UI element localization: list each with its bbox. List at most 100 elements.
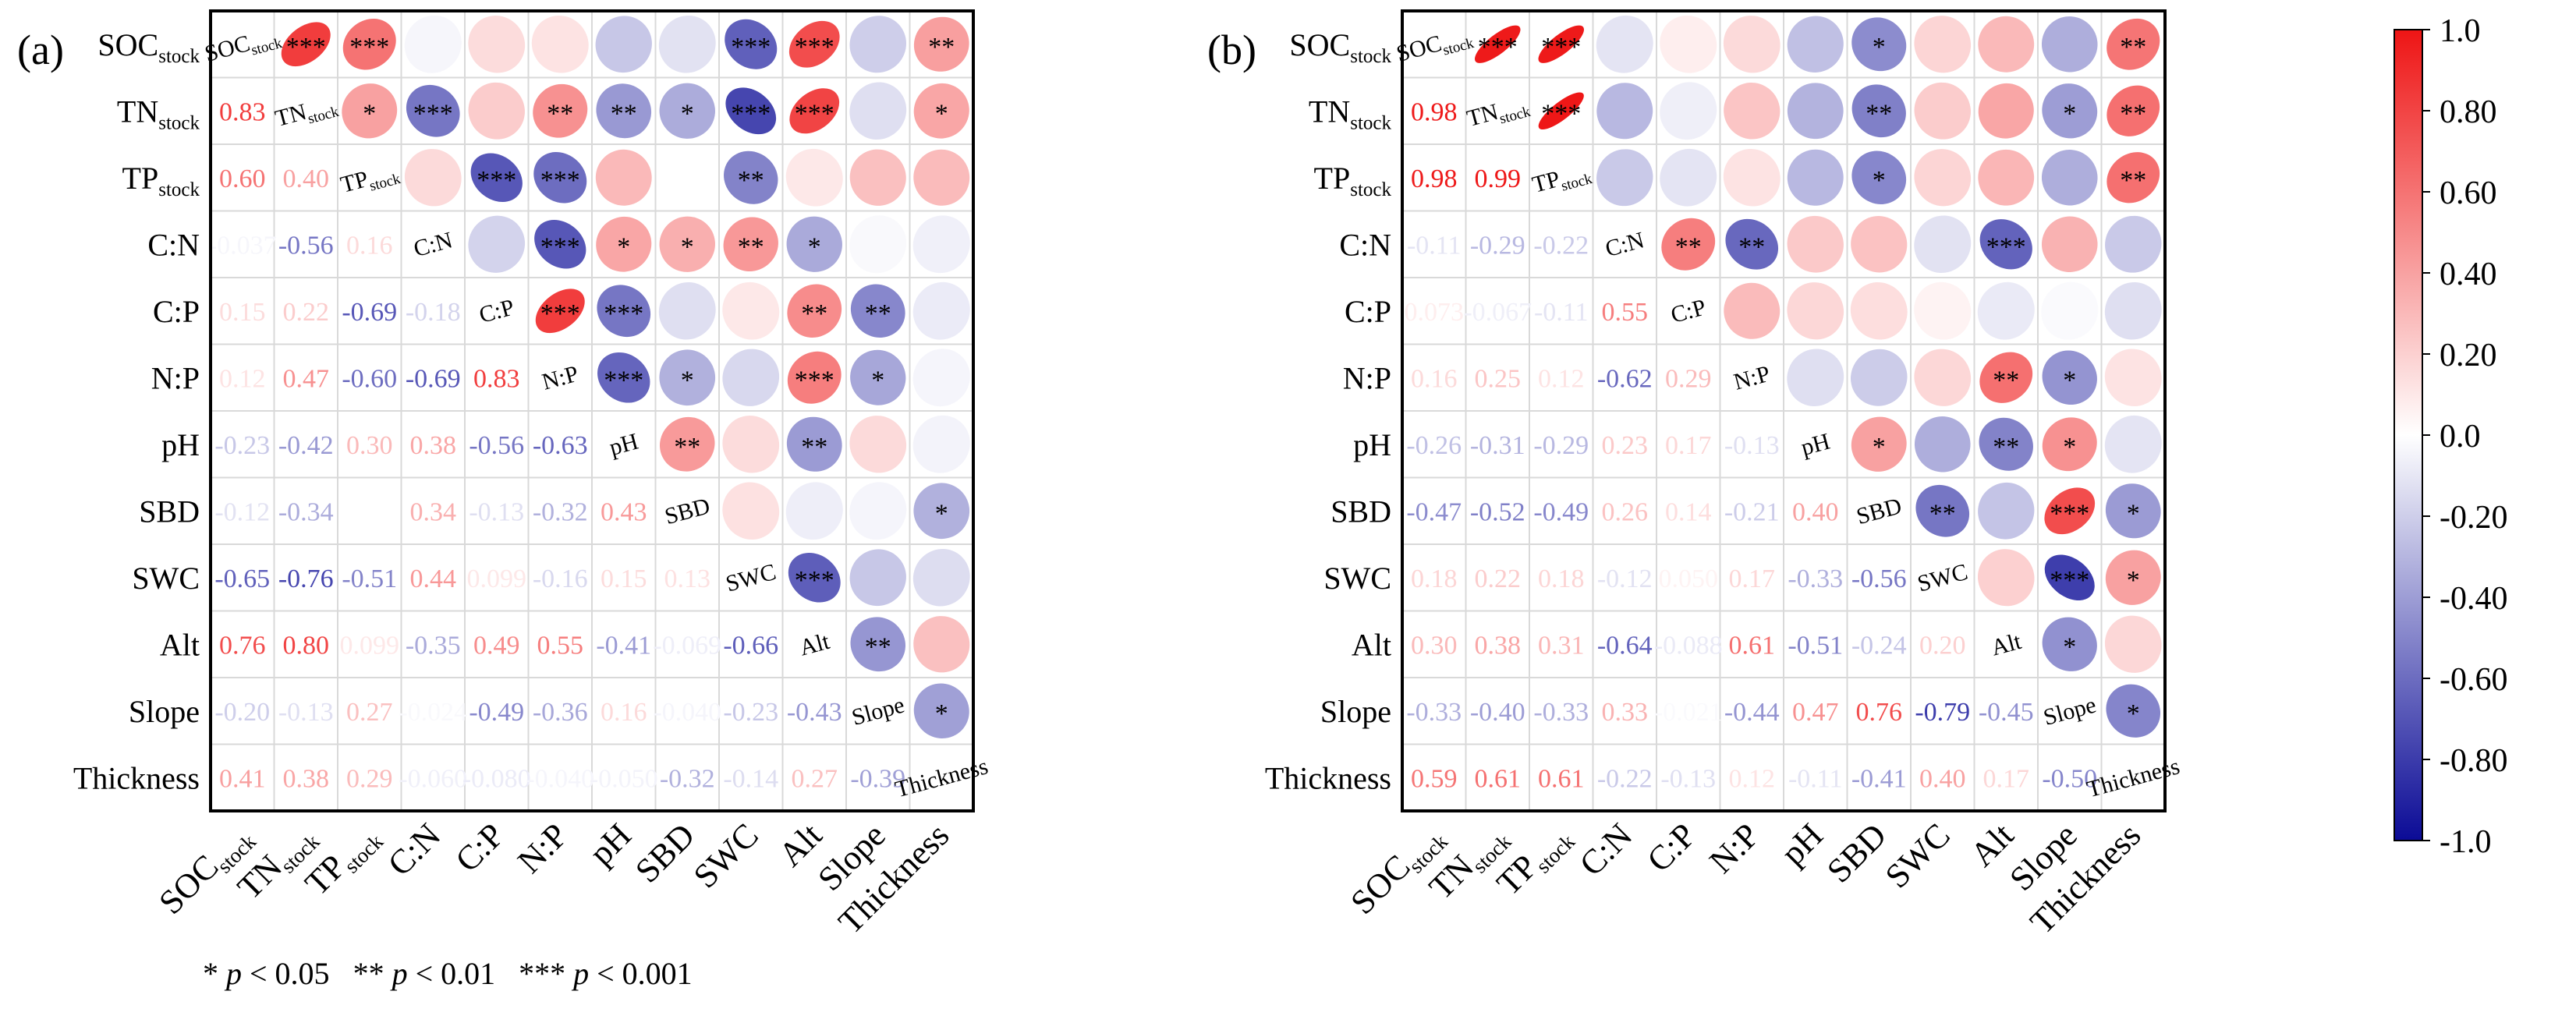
significance-stars: ***: [795, 33, 834, 62]
coefficient-label: -0.12: [214, 497, 270, 526]
coefficient-label: 0.55: [537, 631, 584, 660]
row-label: SWC: [1323, 561, 1391, 596]
row-label: SWC: [132, 561, 200, 596]
coefficient-label: -0.050: [590, 764, 658, 793]
significance-stars: ***: [349, 33, 389, 62]
row-label: C:N: [1339, 227, 1391, 262]
correlation-ellipse: [2105, 483, 2161, 539]
coefficient-label: 0.76: [219, 631, 266, 660]
correlation-ellipse: [1660, 15, 1717, 73]
significance-stars: ***: [477, 166, 516, 195]
significance-stars: *: [681, 366, 694, 395]
significance-stars: ***: [795, 99, 834, 128]
coefficient-label: -0.23: [214, 431, 270, 460]
row-label: C:P: [153, 294, 200, 329]
correlation-ellipse: [2042, 417, 2097, 472]
coefficient-label: -0.040: [526, 764, 594, 793]
correlation-ellipse: [1787, 16, 1844, 73]
significance-stars: **: [865, 299, 891, 328]
correlation-ellipse: [2104, 349, 2162, 407]
coefficient-label: 0.40: [1919, 764, 1966, 793]
significance-stars: *: [935, 99, 948, 128]
row-label: Slope: [1320, 694, 1391, 729]
coefficient-label: -0.69: [406, 364, 461, 393]
coefficient-label: -0.12: [1597, 565, 1653, 593]
coefficient-label: -0.43: [787, 698, 842, 727]
coefficient-label: 0.12: [1538, 364, 1585, 393]
column-label: C:P: [1639, 816, 1703, 879]
coefficient-label: -0.33: [1788, 565, 1843, 593]
coefficient-label: -0.22: [1597, 764, 1653, 793]
correlation-ellipse: [531, 15, 589, 73]
row-label: pH: [1353, 427, 1391, 462]
correlation-ellipse: [1851, 17, 1907, 72]
correlation-ellipse: [913, 616, 970, 673]
significance-stars: *: [2063, 99, 2076, 128]
coefficient-label: 0.16: [601, 698, 647, 727]
coefficient-label: -0.41: [596, 631, 651, 660]
correlation-ellipse: [1977, 549, 2035, 607]
correlation-ellipse: [1978, 149, 2035, 206]
correlation-ellipse: [1661, 218, 1716, 271]
coefficient-label: 0.40: [283, 165, 330, 193]
correlation-ellipse: [912, 215, 970, 274]
significance-stars: **: [865, 632, 891, 661]
coefficient-label: 0.050: [1659, 565, 1719, 593]
significance-stars: ***: [286, 33, 326, 62]
diagonal-label: Alt: [797, 628, 833, 661]
correlation-ellipse: [1978, 16, 2035, 73]
correlation-ellipse: [342, 83, 398, 139]
correlation-ellipse: [659, 216, 715, 272]
significance-stars: *: [935, 699, 948, 728]
diagonal-label: SWC: [1915, 559, 1970, 597]
significance-stars: ***: [1541, 99, 1581, 128]
coefficient-label: 0.61: [1729, 631, 1776, 660]
correlation-ellipse: [1787, 83, 1844, 140]
significance-stars: *: [681, 99, 694, 128]
coefficient-label: 0.16: [346, 231, 393, 260]
significance-stars: ***: [731, 33, 771, 62]
significance-stars: *: [808, 232, 821, 261]
correlation-ellipse: [1979, 352, 2033, 403]
coefficient-label: 0.59: [1411, 764, 1458, 793]
significance-stars: *: [2127, 566, 2140, 595]
significance-stars: **: [674, 433, 700, 462]
coefficient-label: -0.067: [1463, 298, 1532, 327]
significance-stars: *: [2063, 632, 2076, 661]
diagonal-label: C:P: [477, 294, 517, 328]
correlation-ellipse: [658, 15, 716, 73]
coefficient-label: -0.13: [469, 497, 524, 526]
coefficient-label: -0.20: [214, 698, 270, 727]
coefficient-label: 0.20: [1919, 631, 1966, 660]
significance-stars: **: [611, 99, 637, 128]
correlation-ellipse: [342, 19, 396, 70]
correlation-ellipse: [912, 415, 970, 473]
coefficient-label: 0.83: [473, 364, 520, 393]
correlation-ellipse: [2041, 281, 2099, 340]
correlation-ellipse: [913, 16, 969, 72]
colorbar-tick-label: -1.0: [2440, 824, 2492, 860]
significance-stars: *: [1873, 33, 1886, 62]
correlation-ellipse: [2104, 415, 2162, 473]
column-label: TPstock: [298, 816, 388, 906]
diagonal-label: SOCstock: [202, 22, 284, 70]
row-label: N:P: [151, 360, 200, 395]
coefficient-label: 0.38: [283, 764, 330, 793]
coefficient-label: -0.26: [1406, 431, 1462, 460]
correlation-ellipse: [2042, 83, 2098, 139]
coefficient-label: 0.17: [1729, 565, 1776, 593]
correlation-ellipse: [533, 152, 587, 204]
coefficient-label: 0.55: [1602, 298, 1649, 327]
coefficient-label: -0.51: [1788, 631, 1843, 660]
correlation-ellipse: [786, 416, 842, 472]
correlation-ellipse: [596, 83, 652, 139]
correlation-ellipse: [2104, 615, 2162, 673]
correlation-ellipse: [849, 416, 907, 473]
row-label: SOCstock: [97, 27, 200, 67]
coefficient-label: -0.41: [1851, 764, 1907, 793]
correlation-ellipse: [1851, 349, 1908, 406]
correlation-ellipse: [2105, 550, 2161, 605]
significance-stars: **: [738, 166, 764, 195]
panel-label: (b): [1207, 27, 1256, 73]
colorbar-tick-label: -0.40: [2440, 581, 2508, 617]
